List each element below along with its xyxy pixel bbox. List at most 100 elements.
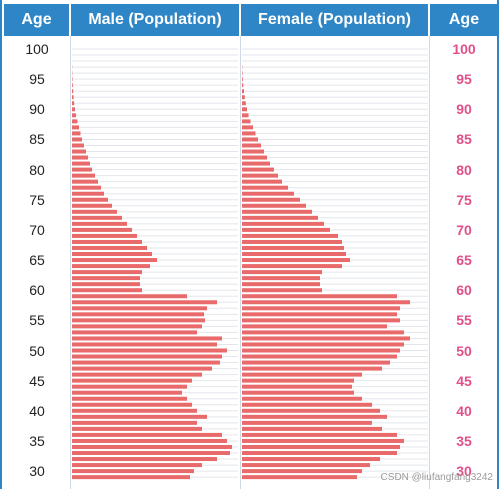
age-label-right-40: 40 xyxy=(456,402,472,419)
header-male: Male (Population) xyxy=(71,4,240,36)
male-bar-age-33 xyxy=(72,451,230,456)
male-bar-age-84 xyxy=(72,143,84,148)
female-bar-age-84 xyxy=(242,143,261,148)
age-label-left-90: 90 xyxy=(29,101,45,118)
female-bar-age-45 xyxy=(242,378,354,383)
female-bar-age-47 xyxy=(242,366,382,371)
female-bar-age-96 xyxy=(242,71,243,76)
male-bar-age-37 xyxy=(72,426,202,431)
male-bar-age-87 xyxy=(72,125,79,130)
male-bar-age-58 xyxy=(72,300,217,305)
female-bar-age-34 xyxy=(242,444,400,449)
divider-center xyxy=(240,36,241,489)
female-bar-age-51 xyxy=(242,342,404,347)
female-bar-age-80 xyxy=(242,167,274,172)
female-bar-age-78 xyxy=(242,179,282,184)
male-bar-age-81 xyxy=(72,161,90,166)
male-bar-age-73 xyxy=(72,209,117,214)
age-label-left-35: 35 xyxy=(29,432,45,449)
male-bar-age-82 xyxy=(72,155,88,160)
age-label-left-75: 75 xyxy=(29,191,45,208)
female-bar-age-87 xyxy=(242,125,253,130)
age-label-left-70: 70 xyxy=(29,221,45,238)
female-bar-age-59 xyxy=(242,294,397,299)
age-label-right-85: 85 xyxy=(456,131,472,148)
male-bar-age-60 xyxy=(72,288,142,293)
female-bar-age-63 xyxy=(242,270,322,275)
female-bar-age-56 xyxy=(242,312,397,317)
age-label-right-70: 70 xyxy=(456,221,472,238)
age-label-left-30: 30 xyxy=(29,463,45,480)
female-bar-age-79 xyxy=(242,173,278,178)
male-bar-age-52 xyxy=(72,336,222,341)
female-bar-age-60 xyxy=(242,288,322,293)
male-bar-age-62 xyxy=(72,276,140,281)
age-label-right-95: 95 xyxy=(456,71,472,88)
female-bar-age-65 xyxy=(242,258,350,263)
female-bar-age-37 xyxy=(242,426,382,431)
female-bar-age-76 xyxy=(242,191,294,196)
male-bar-age-30 xyxy=(72,469,194,474)
female-bar-age-77 xyxy=(242,185,288,190)
female-bar-age-71 xyxy=(242,221,324,226)
male-bar-age-63 xyxy=(72,270,142,275)
male-bar-age-48 xyxy=(72,360,220,365)
age-label-left-45: 45 xyxy=(29,372,45,389)
male-bar-age-59 xyxy=(72,294,187,299)
male-bar-age-69 xyxy=(72,233,137,238)
female-bar-age-70 xyxy=(242,227,330,232)
female-bar-age-86 xyxy=(242,131,256,136)
bars-area xyxy=(72,48,428,480)
male-bar-age-40 xyxy=(72,408,197,413)
age-label-right-45: 45 xyxy=(456,372,472,389)
age-label-right-35: 35 xyxy=(456,432,472,449)
male-bar-age-86 xyxy=(72,131,81,136)
female-bar-age-52 xyxy=(242,336,410,341)
male-bar-age-32 xyxy=(72,457,217,462)
age-label-right-55: 55 xyxy=(456,312,472,329)
male-bar-age-91 xyxy=(72,101,75,106)
age-label-left-50: 50 xyxy=(29,342,45,359)
female-bar-age-32 xyxy=(242,457,380,462)
male-bar-age-88 xyxy=(72,119,78,124)
female-bar-age-55 xyxy=(242,318,400,323)
male-bar-age-55 xyxy=(72,318,205,323)
female-bar-age-43 xyxy=(242,390,354,395)
male-bar-age-43 xyxy=(72,390,182,395)
female-bar-age-38 xyxy=(242,420,372,425)
male-bar-age-92 xyxy=(72,95,74,100)
female-bar-age-91 xyxy=(242,101,246,106)
male-bar-age-47 xyxy=(72,366,212,371)
male-bar-age-83 xyxy=(72,149,86,154)
male-bar-age-71 xyxy=(72,221,127,226)
female-bar-age-31 xyxy=(242,463,370,468)
female-bar-age-95 xyxy=(242,77,243,82)
female-bar-age-49 xyxy=(242,354,397,359)
male-bar-age-77 xyxy=(72,185,101,190)
watermark: CSDN @liufangfang3242 xyxy=(380,472,493,483)
male-bar-age-41 xyxy=(72,402,192,407)
male-bar-age-79 xyxy=(72,173,95,178)
male-bar-age-29 xyxy=(72,475,190,480)
male-bar-age-50 xyxy=(72,348,227,353)
male-bar-age-65 xyxy=(72,258,157,263)
female-bar-age-90 xyxy=(242,107,247,112)
male-bar-age-35 xyxy=(72,438,227,443)
male-bar-age-53 xyxy=(72,330,197,335)
female-bar-age-82 xyxy=(242,155,267,160)
female-bar-age-75 xyxy=(242,197,300,202)
age-label-left-60: 60 xyxy=(29,282,45,299)
female-bar-age-72 xyxy=(242,215,318,220)
female-bar-age-83 xyxy=(242,149,264,154)
age-label-right-80: 80 xyxy=(456,161,472,178)
male-bar-age-78 xyxy=(72,179,98,184)
age-label-left-95: 95 xyxy=(29,71,45,88)
female-bar-age-67 xyxy=(242,245,344,250)
female-bar-age-41 xyxy=(242,402,372,407)
male-bar-age-95 xyxy=(72,77,73,82)
male-bar-age-54 xyxy=(72,324,202,329)
female-bar-age-30 xyxy=(242,469,362,474)
female-bar-age-48 xyxy=(242,360,390,365)
male-bar-age-80 xyxy=(72,167,92,172)
